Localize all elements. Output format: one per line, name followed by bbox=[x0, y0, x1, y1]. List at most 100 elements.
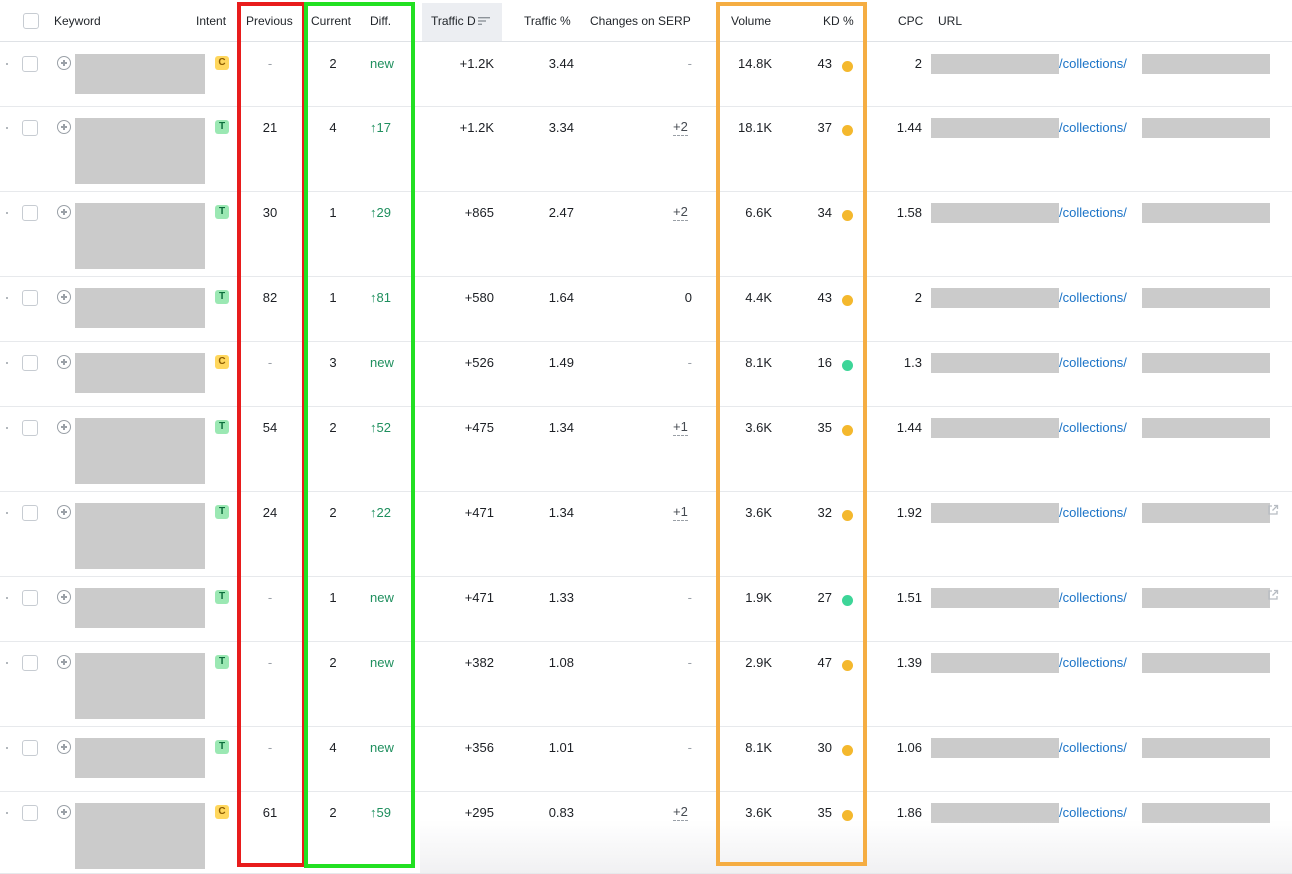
url-slug-redacted bbox=[1142, 118, 1270, 138]
changes-on-serp-link[interactable]: +2 bbox=[673, 204, 688, 221]
add-keyword-icon[interactable] bbox=[57, 355, 71, 369]
column-header-kd[interactable]: KD % bbox=[823, 14, 854, 28]
add-keyword-icon[interactable] bbox=[57, 505, 71, 519]
row-bullet bbox=[6, 747, 8, 749]
keyword-redacted[interactable] bbox=[75, 418, 205, 484]
changes-on-serp-link[interactable]: +1 bbox=[673, 419, 688, 436]
column-header-cpc[interactable]: CPC bbox=[898, 14, 924, 28]
url-link[interactable]: /collections/ bbox=[1059, 590, 1127, 605]
row-checkbox[interactable] bbox=[22, 420, 38, 436]
column-header-traffic-diff[interactable]: Traffic D bbox=[422, 3, 502, 41]
traffic-percent-value: 1.34 bbox=[548, 505, 574, 520]
kd-difficulty-dot bbox=[842, 425, 853, 436]
keyword-redacted[interactable] bbox=[75, 588, 205, 628]
changes-on-serp-value: - bbox=[687, 740, 692, 755]
column-header-keyword[interactable]: Keyword bbox=[54, 14, 101, 28]
changes-on-serp-link[interactable]: +1 bbox=[673, 504, 688, 521]
changes-on-serp-value: - bbox=[687, 590, 692, 605]
keyword-redacted[interactable] bbox=[75, 738, 205, 778]
add-keyword-icon[interactable] bbox=[57, 740, 71, 754]
add-keyword-icon[interactable] bbox=[57, 590, 71, 604]
url-link[interactable]: /collections/ bbox=[1059, 805, 1127, 820]
traffic-diff-value: +1.2K bbox=[459, 120, 494, 135]
keyword-redacted[interactable] bbox=[75, 503, 205, 569]
column-header-previous[interactable]: Previous bbox=[246, 14, 293, 28]
intent-badge: T bbox=[215, 420, 229, 434]
add-keyword-icon[interactable] bbox=[57, 120, 71, 134]
table-row: T 30 1 ↑29 +865 2.47 +2 6.6K 34 1.58/collections/ bbox=[0, 191, 1292, 277]
previous-position: - bbox=[267, 56, 273, 71]
row-checkbox[interactable] bbox=[22, 56, 38, 72]
add-keyword-icon[interactable] bbox=[57, 655, 71, 669]
url-slug-redacted bbox=[1142, 588, 1270, 608]
row-checkbox[interactable] bbox=[22, 505, 38, 521]
url-link[interactable]: /collections/ bbox=[1059, 420, 1127, 435]
row-bullet bbox=[6, 427, 8, 429]
traffic-diff-value: +1.2K bbox=[459, 56, 494, 71]
add-keyword-icon[interactable] bbox=[57, 420, 71, 434]
column-header-changes-on-serp[interactable]: Changes on SERP bbox=[590, 14, 691, 28]
kd-difficulty-dot bbox=[842, 125, 853, 136]
url-link[interactable]: /collections/ bbox=[1059, 120, 1127, 135]
table-header: Keyword Intent Previous Current Diff. Tr… bbox=[0, 3, 1292, 42]
row-checkbox[interactable] bbox=[22, 805, 38, 821]
kd-value: 43 bbox=[817, 290, 832, 305]
traffic-diff-value: +356 bbox=[464, 740, 494, 755]
column-header-url[interactable]: URL bbox=[938, 14, 963, 28]
add-keyword-icon[interactable] bbox=[57, 805, 71, 819]
previous-position: 82 bbox=[262, 290, 278, 305]
add-keyword-icon[interactable] bbox=[57, 290, 71, 304]
traffic-diff-value: +526 bbox=[464, 355, 494, 370]
url-slug-redacted bbox=[1142, 653, 1270, 673]
external-link-icon[interactable] bbox=[1267, 504, 1279, 519]
column-header-diff[interactable]: Diff. bbox=[370, 14, 392, 28]
url-link[interactable]: /collections/ bbox=[1059, 740, 1127, 755]
row-checkbox[interactable] bbox=[22, 655, 38, 671]
url-link[interactable]: /collections/ bbox=[1059, 290, 1127, 305]
column-header-volume[interactable]: Volume bbox=[731, 14, 772, 28]
cpc-value: 1.58 bbox=[896, 205, 922, 220]
row-checkbox[interactable] bbox=[22, 205, 38, 221]
row-checkbox[interactable] bbox=[22, 355, 38, 371]
column-header-current[interactable]: Current bbox=[311, 14, 352, 28]
traffic-percent-value: 1.33 bbox=[548, 590, 574, 605]
previous-position: - bbox=[267, 355, 273, 370]
current-position: 2 bbox=[329, 655, 337, 670]
keyword-redacted[interactable] bbox=[75, 54, 205, 94]
keyword-redacted[interactable] bbox=[75, 803, 205, 869]
url-link[interactable]: /collections/ bbox=[1059, 205, 1127, 220]
external-link-icon[interactable] bbox=[1267, 589, 1279, 604]
url-link[interactable]: /collections/ bbox=[1059, 355, 1127, 370]
position-diff: ↑22 bbox=[370, 505, 391, 520]
keyword-redacted[interactable] bbox=[75, 353, 205, 393]
traffic-percent-value: 3.44 bbox=[548, 56, 574, 71]
keyword-redacted[interactable] bbox=[75, 653, 205, 719]
keyword-redacted[interactable] bbox=[75, 203, 205, 269]
row-checkbox[interactable] bbox=[22, 120, 38, 136]
volume-value: 4.4K bbox=[745, 290, 772, 305]
changes-on-serp-link[interactable]: +2 bbox=[673, 804, 688, 821]
add-keyword-icon[interactable] bbox=[57, 205, 71, 219]
add-keyword-icon[interactable] bbox=[57, 56, 71, 70]
row-checkbox[interactable] bbox=[22, 290, 38, 306]
row-bullet bbox=[6, 127, 8, 129]
select-all-checkbox[interactable] bbox=[23, 13, 39, 29]
url-link[interactable]: /collections/ bbox=[1059, 505, 1127, 520]
cpc-value: 2 bbox=[914, 56, 922, 71]
url-link[interactable]: /collections/ bbox=[1059, 655, 1127, 670]
current-position: 1 bbox=[329, 590, 337, 605]
url-link[interactable]: /collections/ bbox=[1059, 56, 1127, 71]
url-slug-redacted bbox=[1142, 503, 1270, 523]
table-row: C - 3 new +526 1.49 - 8.1K 16 1.3/collections/ bbox=[0, 341, 1292, 407]
traffic-percent-value: 3.34 bbox=[548, 120, 574, 135]
keyword-redacted[interactable] bbox=[75, 288, 205, 328]
changes-on-serp-value: - bbox=[687, 56, 692, 71]
current-position: 2 bbox=[329, 805, 337, 820]
row-bullet bbox=[6, 297, 8, 299]
column-header-intent[interactable]: Intent bbox=[196, 14, 227, 28]
row-checkbox[interactable] bbox=[22, 740, 38, 756]
keyword-redacted[interactable] bbox=[75, 118, 205, 184]
changes-on-serp-link[interactable]: +2 bbox=[673, 119, 688, 136]
column-header-traffic-percent[interactable]: Traffic % bbox=[524, 14, 571, 28]
row-checkbox[interactable] bbox=[22, 590, 38, 606]
